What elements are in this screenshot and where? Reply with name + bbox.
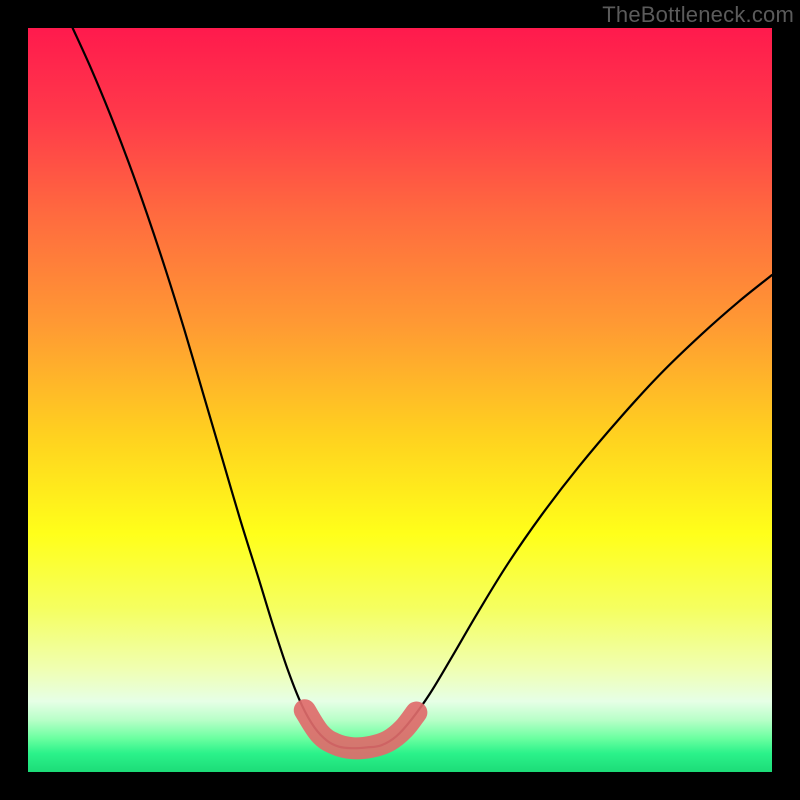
watermark-text: TheBottleneck.com [602,0,800,28]
bottleneck-curve [73,28,772,748]
canvas: TheBottleneck.com [0,0,800,800]
chart-svg [28,28,772,772]
valley-highlight [305,710,417,748]
plot-area [28,28,772,772]
